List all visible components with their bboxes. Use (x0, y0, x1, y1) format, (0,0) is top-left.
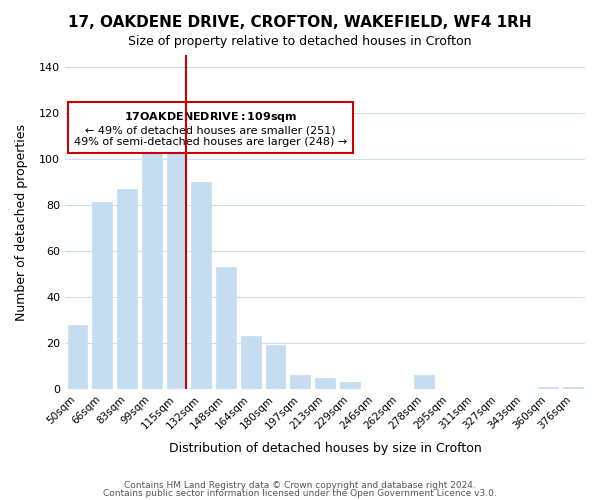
Bar (290, 376, 310, 389)
Bar (340, 382, 360, 389)
Bar (241, 336, 260, 389)
Bar (563, 387, 583, 389)
Bar (68, 324, 88, 389)
Bar (191, 182, 211, 389)
Text: Contains public sector information licensed under the Open Government Licence v3: Contains public sector information licen… (103, 488, 497, 498)
Bar (538, 387, 558, 389)
Bar (414, 376, 434, 389)
Bar (142, 131, 161, 389)
Bar (167, 131, 187, 389)
Text: $\bf{17 OAKDENE DRIVE: 109sqm}$
← 49% of detached houses are smaller (251)
49% o: $\bf{17 OAKDENE DRIVE: 109sqm}$ ← 49% of… (74, 110, 347, 147)
Text: 17, OAKDENE DRIVE, CROFTON, WAKEFIELD, WF4 1RH: 17, OAKDENE DRIVE, CROFTON, WAKEFIELD, W… (68, 15, 532, 30)
Bar (216, 267, 236, 389)
Bar (266, 346, 286, 389)
Bar (315, 378, 335, 389)
Text: Contains HM Land Registry data © Crown copyright and database right 2024.: Contains HM Land Registry data © Crown c… (124, 481, 476, 490)
Bar (117, 188, 137, 389)
Text: Size of property relative to detached houses in Crofton: Size of property relative to detached ho… (128, 35, 472, 48)
Bar (92, 202, 112, 389)
X-axis label: Distribution of detached houses by size in Crofton: Distribution of detached houses by size … (169, 442, 481, 455)
Y-axis label: Number of detached properties: Number of detached properties (15, 124, 28, 320)
